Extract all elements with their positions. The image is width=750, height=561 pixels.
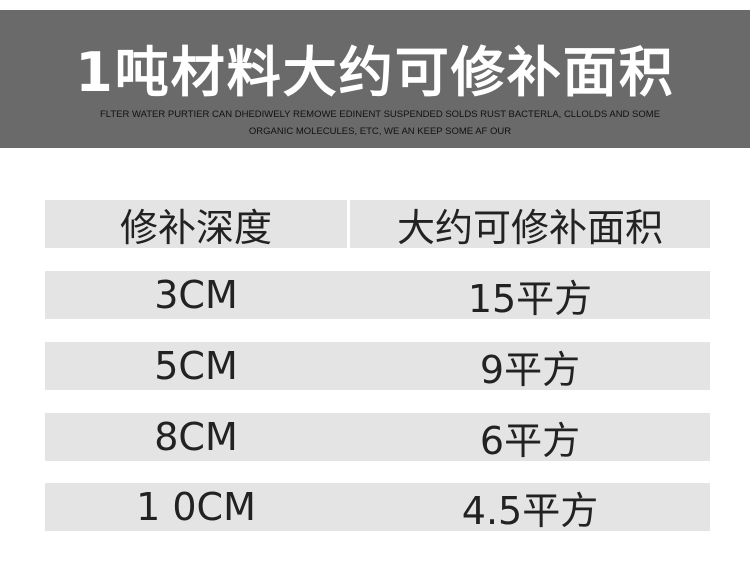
area-cell: 15平方 (467, 276, 593, 321)
header-banner: 1吨材料大约可修补面积 FLTER WATER PURTIER CAN DHED… (0, 10, 750, 148)
depth-cell: 5CM (154, 344, 238, 388)
subtitle: FLTER WATER PURTIER CAN DHEDIWELY REMOWE… (99, 109, 661, 137)
area-cell: 6平方 (479, 418, 581, 463)
table-row: 1 0CM 4.5平方 (45, 483, 710, 533)
divider (347, 200, 350, 248)
column-header: 修补深度 (119, 205, 272, 250)
depth-cell: 3CM (154, 273, 238, 317)
depth-cell: 1 0CM (136, 485, 256, 529)
depth-cell: 8CM (154, 415, 238, 459)
table-row: 8CM 6平方 (45, 413, 710, 463)
page-title: 1吨材料大约可修补面积 (75, 41, 675, 104)
area-cell: 4.5平方 (461, 488, 599, 533)
table-header: 修补深度 大约可修补面积 (45, 200, 710, 250)
area-cell: 9平方 (479, 347, 581, 392)
column-header: 大约可修补面积 (396, 205, 663, 250)
table-row: 3CM 15平方 (45, 271, 710, 321)
table-row: 5CM 9平方 (45, 342, 710, 392)
